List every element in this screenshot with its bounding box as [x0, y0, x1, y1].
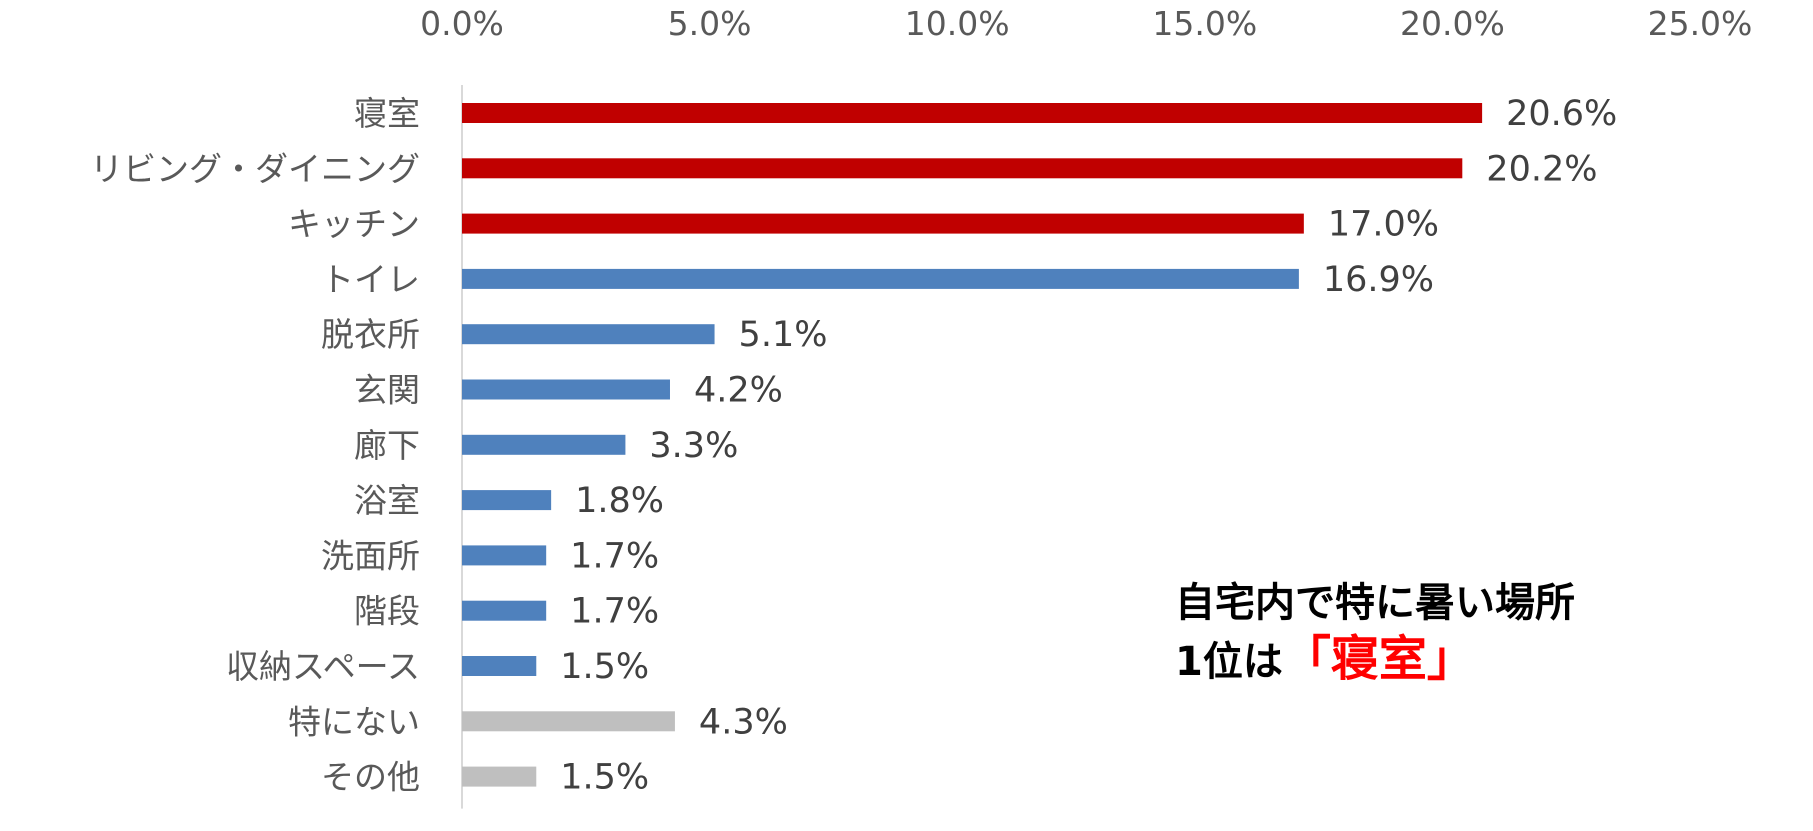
bar — [462, 158, 1463, 179]
data-label: 3.3% — [649, 426, 738, 466]
bars — [462, 103, 1483, 787]
data-label: 1.5% — [560, 647, 649, 687]
category-label: リビング・ダイニング — [90, 149, 420, 188]
category-label: 洗面所 — [321, 536, 420, 575]
category-label: 寝室 — [354, 94, 420, 133]
data-label: 16.9% — [1323, 260, 1434, 300]
data-label: 1.7% — [570, 592, 659, 632]
bar — [462, 600, 547, 621]
category-label: キッチン — [288, 205, 420, 244]
x-tick-label: 0.0% — [420, 4, 504, 43]
annotation-rank-text: 1位は — [1175, 639, 1283, 685]
x-tick-label: 20.0% — [1400, 4, 1505, 43]
category-label: 廊下 — [354, 426, 420, 465]
x-tick-label: 5.0% — [668, 4, 752, 43]
data-label: 20.2% — [1486, 149, 1597, 189]
bar — [462, 379, 670, 400]
data-label: 20.6% — [1506, 94, 1617, 134]
x-tick-label: 15.0% — [1152, 4, 1257, 43]
category-label: トイレ — [321, 260, 420, 299]
annotation-highlight: 「寝室」 — [1282, 631, 1475, 687]
value-labels: 20.6% 20.2% 17.0% 16.9% 5.1% 4.2% 3.3% 1.8% 1.7%… — [560, 94, 1617, 798]
bar — [462, 656, 537, 676]
annotation-line-1: 自宅内で特に暑い場所 — [1175, 580, 1575, 626]
bar — [462, 711, 675, 732]
annotation-line-2: 1位は「寝室」 — [1175, 631, 1575, 690]
data-label: 1.7% — [570, 536, 659, 576]
category-label: 浴室 — [354, 481, 420, 520]
data-label: 17.0% — [1328, 205, 1439, 245]
bar — [462, 545, 547, 566]
bar — [462, 490, 552, 511]
bar — [462, 103, 1483, 123]
bar — [462, 324, 715, 345]
category-labels: 寝室リビング・ダイニングキッチントイレ脱衣所玄関廊下浴室洗面所階段収納スペース特… — [90, 94, 420, 797]
x-axis-ticks: 0.0% 5.0% 10.0% 15.0% 20.0% 25.0% — [420, 4, 1752, 43]
data-label: 4.3% — [699, 702, 788, 742]
category-label: 玄関 — [354, 371, 420, 410]
data-label: 5.1% — [739, 315, 828, 355]
data-label: 1.8% — [575, 481, 664, 521]
bar — [462, 268, 1299, 289]
x-tick-label: 10.0% — [905, 4, 1010, 43]
data-label: 1.5% — [560, 758, 649, 798]
chart-annotation: 自宅内で特に暑い場所 1位は「寝室」 — [1175, 575, 1575, 690]
bar — [462, 213, 1304, 234]
bar — [462, 766, 537, 787]
category-label: 収納スペース — [226, 647, 420, 686]
data-label: 4.2% — [694, 371, 783, 411]
x-tick-label: 25.0% — [1648, 4, 1753, 43]
category-label: その他 — [321, 758, 420, 797]
bar — [462, 434, 626, 455]
category-label: 特にない — [288, 702, 420, 741]
category-label: 脱衣所 — [321, 315, 420, 354]
category-label: 階段 — [354, 592, 420, 631]
